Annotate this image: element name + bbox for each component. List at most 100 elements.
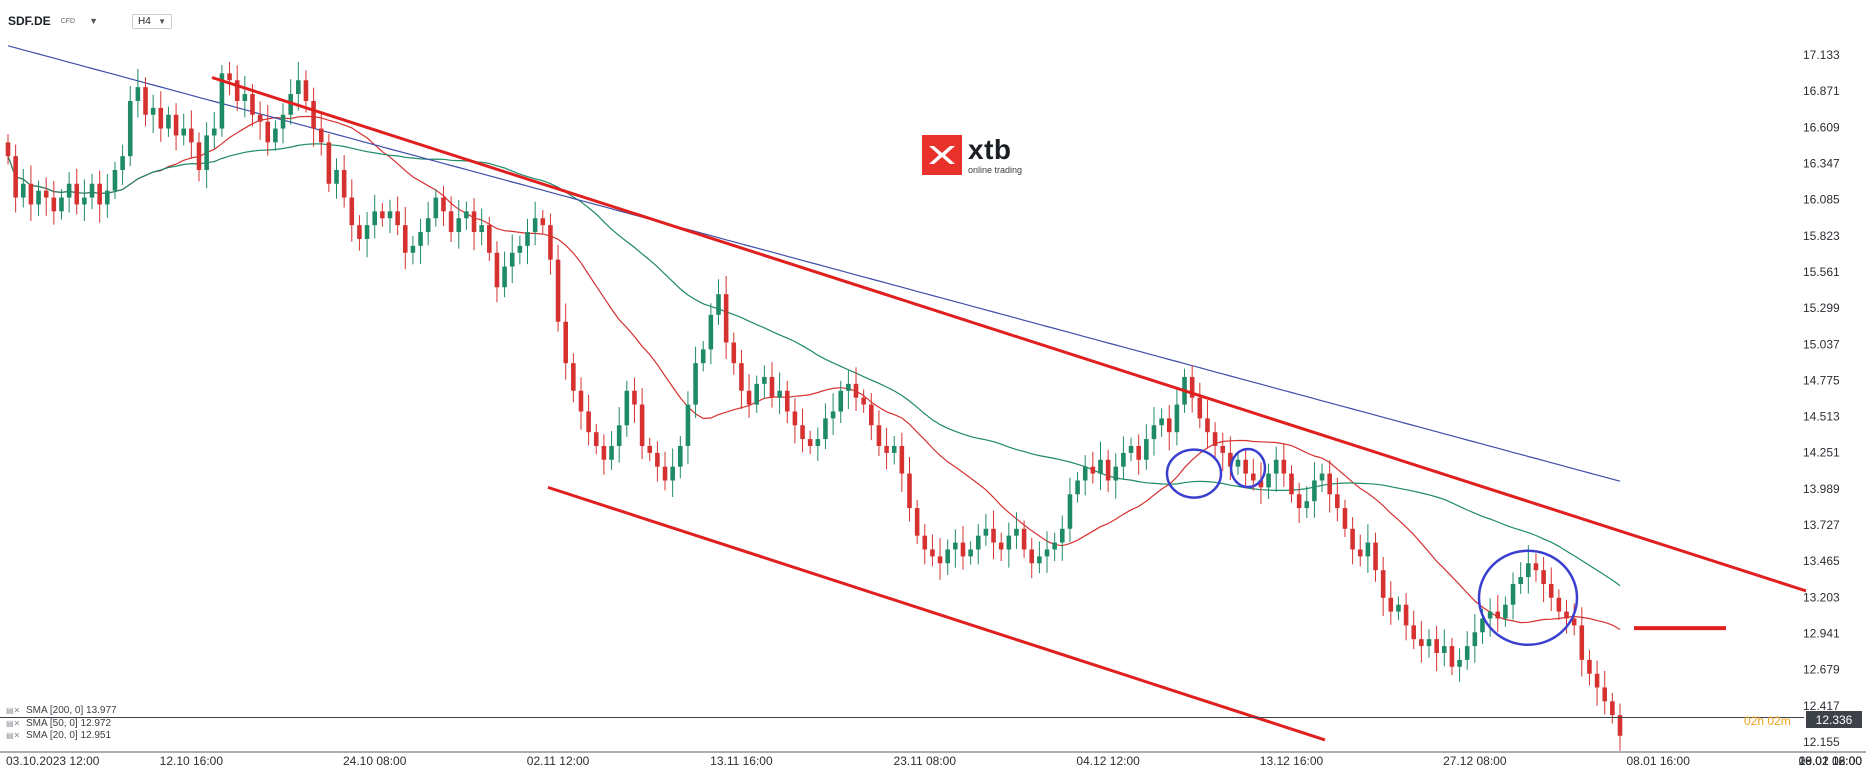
candle [700,341,706,372]
y-tick-label: 14.775 [1803,373,1840,387]
candle [922,524,928,565]
candle [555,244,561,332]
candle [960,526,966,570]
candle [1457,648,1462,682]
candle [13,144,18,213]
candle [1014,512,1019,549]
x-tick-label: 13.11 16:00 [710,754,773,767]
candle [1098,441,1103,491]
candle [1258,462,1264,504]
candle [746,374,752,418]
logo-mark [922,135,962,175]
candle [601,434,607,475]
candle [135,68,141,118]
candle [1281,443,1287,487]
x-tick-label: 04.12 12:00 [1076,754,1140,767]
candle [166,106,171,137]
candle [945,539,950,575]
candle [219,65,225,137]
candle [1075,472,1080,503]
candle [937,538,943,580]
candle [632,377,637,423]
candle [448,196,454,242]
candle [876,410,882,456]
candle [693,346,698,418]
candle [5,134,11,165]
candle [716,279,721,325]
candle [227,61,232,96]
y-tick-label: 12.417 [1803,699,1840,713]
chart-toolbar: SDF.DE CFD ▼ H4 ▼ [8,10,172,32]
candle [1396,596,1401,620]
candle [525,218,530,265]
candle [242,75,248,118]
candle [89,173,95,210]
candle [1380,556,1386,616]
legend-row-sma50[interactable]: ▤✕ SMA [50, 0] 12.972 [6,718,117,731]
x-tick-label: 27.12 08:00 [1443,754,1507,767]
candle [670,448,675,498]
candle [1464,631,1470,670]
y-tick-label: 12.155 [1803,735,1840,749]
candle [1350,517,1355,565]
candle [341,155,347,208]
candles [5,61,1623,751]
symbol-dropdown-icon[interactable]: ▼ [89,16,98,26]
trendline-lower[interactable] [547,485,1326,742]
x-tick-label: 29.01 12:00 [1799,754,1863,767]
candle [1617,703,1623,751]
current-price-badge: 12.336 [1806,711,1862,728]
timeframe-select[interactable]: H4 ▼ [132,13,172,29]
indicator-settings-icon[interactable]: ▤✕ [6,731,21,740]
candle [639,388,645,460]
candle [1335,477,1340,522]
candle [66,172,72,213]
highlight-circle[interactable] [1165,448,1223,499]
candle [739,349,744,409]
legend-row-sma200[interactable]: ▤✕ SMA [200, 0] 13.977 [6,705,117,718]
candle [769,362,775,408]
legend-row-sma20[interactable]: ▤✕ SMA [20, 0] 12.951 [6,730,117,743]
y-tick-label: 13.203 [1803,590,1840,604]
y-tick-label: 15.823 [1803,229,1840,243]
candle [586,394,591,446]
candle [1128,437,1134,462]
candle [975,524,981,565]
candle [74,168,80,215]
candle [899,432,905,492]
candle [708,303,714,365]
candle [1541,556,1546,603]
candle [387,199,393,234]
candle [784,380,790,424]
candle [884,427,889,470]
candle [968,541,973,565]
candle [1144,424,1149,470]
candle [1594,660,1600,706]
candle [120,144,125,185]
highlight-circle[interactable] [1477,549,1579,647]
candle [1610,693,1615,724]
indicator-settings-icon[interactable]: ▤✕ [6,706,21,715]
candle [1266,463,1271,499]
candle [112,161,118,199]
candle [1174,388,1180,446]
candle [471,198,477,251]
highlight-circle[interactable] [1229,447,1267,489]
candle [792,398,798,444]
candle [28,165,34,222]
symbol-label[interactable]: SDF.DE [8,14,51,28]
candle [234,65,240,111]
candle [723,275,729,360]
y-tick-label: 13.989 [1803,482,1840,496]
candle [273,120,278,151]
candle [563,303,568,380]
y-tick-label: 12.679 [1803,663,1840,677]
x-tick-label: 02.11 12:00 [527,754,590,767]
candle [1289,465,1294,503]
legend-label: SMA [50, 0] 12.972 [26,717,112,729]
candle [257,101,263,140]
x-tick-label: 06.02 16:00 [1799,754,1863,767]
trendline-upper[interactable] [211,76,1807,593]
indicator-settings-icon[interactable]: ▤✕ [6,718,21,728]
